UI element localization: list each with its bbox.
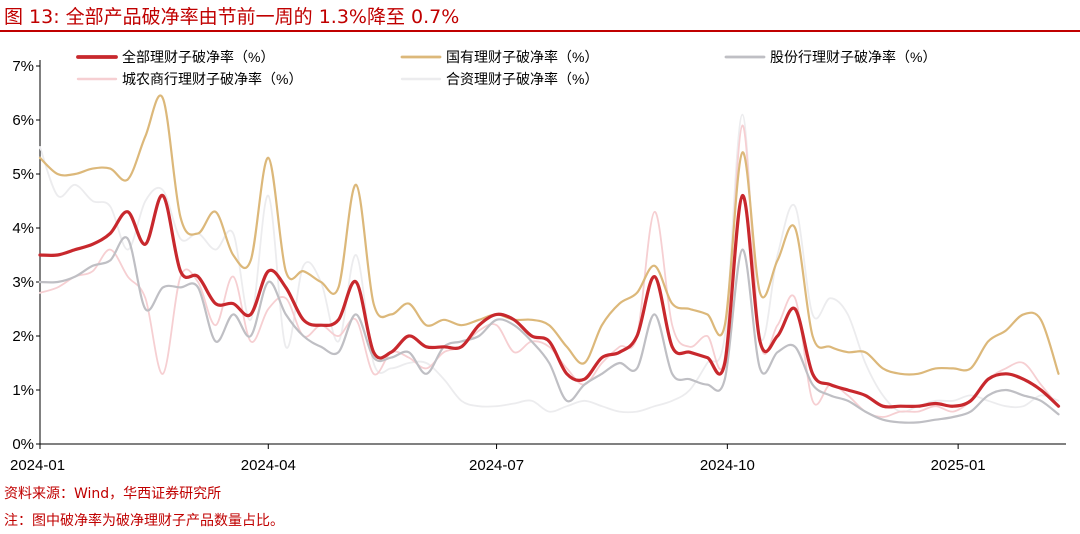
figure-title: 图 13: 全部产品破净率由节前一周的 1.3%降至 0.7% [4,6,460,28]
chart-series [38,94,1061,424]
y-tick-label: 4% [12,220,34,237]
x-tick-label: 2024-07 [469,457,524,474]
legend-label: 合资理财子破净率（%） [446,71,598,87]
legend-joint-venture: 合资理财子破净率（%） [400,71,598,87]
source-note: 资料来源：Wind，华西证券研究所 [4,486,222,502]
x-tick-label: 2024-01 [10,457,65,474]
chart-legend: 全部理财子破净率（%） 国有理财子破净率（%） 股份行理财子破净率（%） 城农商行理财… [76,49,936,87]
line-chart: 0% 1% 2% 3% 4% 5% 6% 7% 2024-01 2024-04 2024-07 202… [10,49,1066,474]
x-tick-label: 2025-01 [931,457,986,474]
footnote: 注：图中破净率为破净理财子产品数量占比。 [4,513,284,529]
chart-axes: 0% 1% 2% 3% 4% 5% 6% 7% 2024-01 2024-04 2024-07 202… [10,58,1066,474]
y-tick-label: 6% [12,112,34,129]
legend-state-owned: 国有理财子破净率（%） [400,49,598,65]
legend-joint-stock: 股份行理财子破净率（%） [724,49,936,65]
x-tick-label: 2024-10 [700,457,755,474]
legend-label: 全部理财子破净率（%） [122,49,274,65]
series-line-joint-venture [39,113,1060,414]
series-line-state-owned [38,94,1060,376]
x-tick-label: 2024-04 [241,457,296,474]
title-underline [0,30,1080,32]
legend-label: 城农商行理财子破净率（%） [122,71,302,87]
y-tick-label: 7% [12,58,34,75]
y-tick-label: 5% [12,166,34,183]
y-tick-label: 2% [12,328,34,345]
y-tick-label: 3% [12,274,34,291]
series-line-all [38,193,1061,409]
y-tick-label: 0% [12,436,34,453]
legend-city-rural: 城农商行理财子破净率（%） [76,71,302,87]
y-tick-label: 1% [12,382,34,399]
series-line-joint-stock [38,236,1060,424]
legend-label: 股份行理财子破净率（%） [770,49,936,65]
legend-all: 全部理财子破净率（%） [76,49,274,65]
series-line-city-rural [39,124,1060,418]
legend-label: 国有理财子破净率（%） [446,49,598,65]
